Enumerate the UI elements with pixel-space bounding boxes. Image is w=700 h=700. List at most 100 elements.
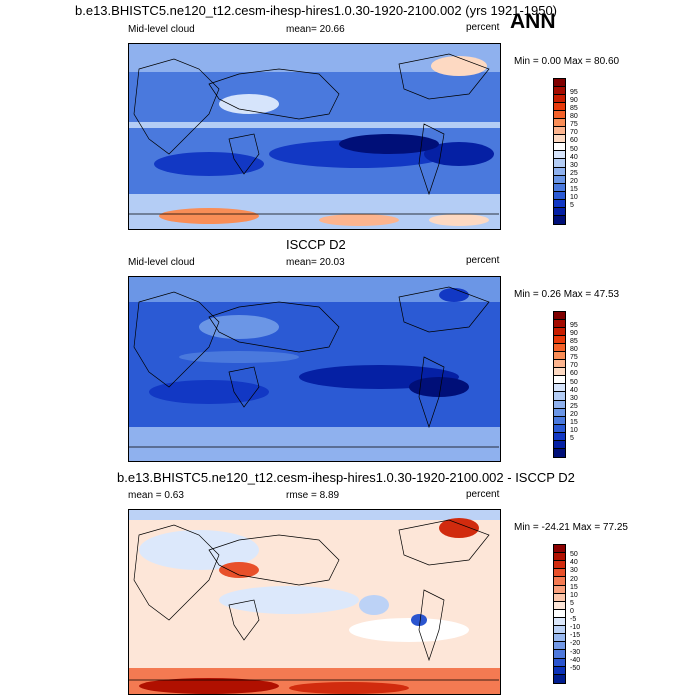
colorbar-swatch — [554, 376, 565, 385]
colorbar-swatch — [554, 650, 565, 659]
colorbar-swatch — [554, 569, 565, 578]
colorbar-tick-label: 15 — [570, 418, 578, 426]
panel2-title: ISCCP D2 — [286, 237, 346, 252]
colorbar-swatch — [554, 384, 565, 393]
colorbar-swatch — [554, 191, 565, 200]
colorbar-tick-label: 25 — [570, 169, 578, 177]
colorbar-tick-label: -40 — [570, 656, 581, 664]
colorbar-tick-label: 25 — [570, 402, 578, 410]
panel3-colorbar — [553, 544, 566, 684]
colorbar-tick-label: 50 — [570, 145, 578, 153]
colorbar-swatch — [554, 666, 565, 675]
panel2-colorbar — [553, 311, 566, 458]
colorbar-swatch — [554, 111, 565, 120]
colorbar-swatch — [554, 634, 565, 643]
colorbar-swatch — [554, 103, 565, 112]
colorbar-swatch — [554, 400, 565, 409]
panel1-map — [128, 43, 501, 230]
panel1-units: percent — [466, 22, 500, 33]
colorbar-tick-label: -20 — [570, 640, 581, 648]
colorbar-tick-label: 85 — [570, 105, 578, 113]
colorbar-swatch — [554, 79, 565, 88]
colorbar-swatch — [554, 167, 565, 176]
panel1-mean: mean= 20.66 — [286, 24, 345, 35]
colorbar-tick-label: 30 — [570, 161, 578, 169]
colorbar-swatch — [554, 336, 565, 345]
colorbar-swatch — [554, 448, 565, 457]
colorbar-swatch — [554, 215, 565, 224]
colorbar-swatch — [554, 392, 565, 401]
colorbar-tick-label: 20 — [570, 410, 578, 418]
colorbar-tick-label: 50 — [570, 551, 578, 559]
season-label: ANN — [510, 10, 556, 33]
colorbar-tick-label: 75 — [570, 354, 578, 362]
colorbar-tick-label: 70 — [570, 129, 578, 137]
colorbar-swatch — [554, 352, 565, 361]
colorbar-swatch — [554, 183, 565, 192]
colorbar-swatch — [554, 585, 565, 594]
colorbar-tick-label: 50 — [570, 378, 578, 386]
colorbar-tick-label: 15 — [570, 185, 578, 193]
colorbar-tick-label: 90 — [570, 330, 578, 338]
panel2-map — [128, 276, 501, 462]
colorbar-tick-label: -15 — [570, 632, 581, 640]
colorbar-tick-label: 30 — [570, 567, 578, 575]
colorbar-swatch — [554, 553, 565, 562]
colorbar-tick-label: -50 — [570, 664, 581, 672]
colorbar-swatch — [554, 626, 565, 635]
panel1-minmax: Min = 0.00 Max = 80.60 — [514, 56, 620, 67]
colorbar-tick-label: 20 — [570, 575, 578, 583]
colorbar-swatch — [554, 199, 565, 208]
colorbar-swatch — [554, 416, 565, 425]
colorbar-swatch — [554, 424, 565, 433]
panel3-units: percent — [466, 489, 500, 500]
colorbar-tick-label: 20 — [570, 177, 578, 185]
colorbar-swatch — [554, 642, 565, 651]
colorbar-tick-label: 40 — [570, 153, 578, 161]
colorbar-swatch — [554, 601, 565, 610]
panel3-rmse: rmse = 8.89 — [286, 490, 340, 501]
colorbar-tick-label: 60 — [570, 370, 578, 378]
colorbar-tick-label: 5 — [570, 599, 574, 607]
colorbar-tick-label: 5 — [570, 434, 574, 442]
colorbar-tick-label: 10 — [570, 193, 578, 201]
colorbar-tick-label: 95 — [570, 322, 578, 330]
colorbar-swatch — [554, 143, 565, 152]
colorbar-tick-label: -10 — [570, 624, 581, 632]
colorbar-swatch — [554, 674, 565, 683]
panel2-variable: Mid-level cloud — [128, 257, 195, 268]
colorbar-tick-label: 60 — [570, 137, 578, 145]
colorbar-swatch — [554, 617, 565, 627]
colorbar-swatch — [554, 368, 565, 377]
colorbar-swatch — [554, 320, 565, 329]
colorbar-tick-label: 80 — [570, 346, 578, 354]
colorbar-swatch — [554, 95, 565, 104]
colorbar-swatch — [554, 87, 565, 96]
colorbar-tick-label: 90 — [570, 97, 578, 105]
colorbar-swatch — [554, 175, 565, 184]
panel3-title: b.e13.BHISTC5.ne120_t12.cesm-ihesp-hires… — [117, 470, 575, 485]
panel3-map — [128, 509, 501, 695]
colorbar-tick-label: 30 — [570, 394, 578, 402]
colorbar-swatch — [554, 328, 565, 337]
colorbar-swatch — [554, 593, 565, 602]
colorbar-tick-label: 80 — [570, 113, 578, 121]
panel1-variable: Mid-level cloud — [128, 24, 195, 35]
panel3-mean: mean = 0.63 — [128, 490, 184, 501]
colorbar-tick-label: 10 — [570, 591, 578, 599]
colorbar-swatch — [554, 312, 565, 321]
colorbar-tick-label: 5 — [570, 201, 574, 209]
panel3-minmax: Min = -24.21 Max = 77.25 — [514, 522, 628, 533]
plot-title: b.e13.BHISTC5.ne120_t12.cesm-ihesp-hires… — [75, 3, 558, 18]
colorbar-swatch — [554, 408, 565, 417]
colorbar-swatch — [554, 432, 565, 441]
panel1-colorbar — [553, 78, 566, 225]
colorbar-tick-label: 40 — [570, 559, 578, 567]
colorbar-tick-label: 85 — [570, 338, 578, 346]
colorbar-swatch — [554, 119, 565, 128]
panel2-units: percent — [466, 255, 500, 266]
colorbar-swatch — [554, 658, 565, 667]
colorbar-swatch — [554, 577, 565, 586]
colorbar-swatch — [554, 609, 565, 618]
colorbar-tick-label: 15 — [570, 583, 578, 591]
